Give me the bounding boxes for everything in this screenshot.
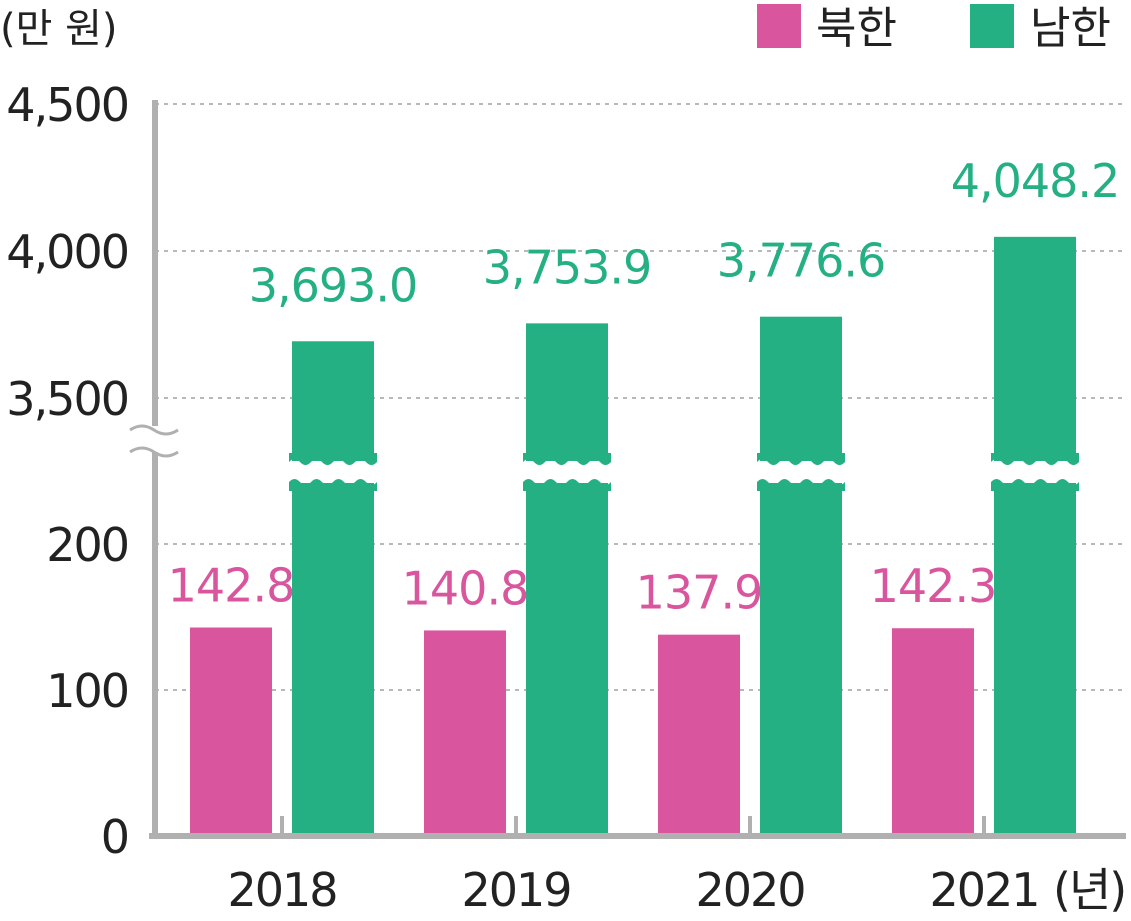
bar-south-upper-2018: [292, 341, 374, 461]
break-edge-top: [289, 453, 377, 465]
data-label-south-2021: 4,048.2: [951, 154, 1120, 208]
bar-south-lower-2018: [292, 483, 374, 836]
x-tick-label-2020: 2020: [695, 863, 804, 917]
legend: 북한 남한: [757, 3, 1111, 54]
bar-north-2019: [424, 630, 506, 836]
y-tick-label: 3,500: [6, 372, 128, 426]
data-label-south-2018: 3,693.0: [249, 258, 418, 312]
bar-south-upper-2020: [760, 316, 842, 461]
data-label-south-2019: 3,753.9: [483, 240, 652, 294]
data-label-south-2020: 3,776.6: [717, 234, 886, 288]
axes: [129, 100, 1126, 839]
data-label-north-2020: 137.9: [636, 566, 763, 620]
break-edge-bottom: [289, 479, 377, 491]
x-tick-label-2018: 2018: [227, 863, 336, 917]
bars: [190, 236, 1079, 836]
axis-break-top: [129, 424, 179, 436]
bar-north-2021: [892, 628, 974, 836]
labels: 3,500 4,000 4,500 0 100 200 142.8 3,693.0 2018 14…: [6, 78, 1120, 917]
break-edge-top: [523, 453, 611, 465]
legend-swatch-south: [970, 4, 1014, 48]
x-tick-label-2019: 2019: [461, 863, 570, 917]
x-unit-label: (년): [1053, 863, 1125, 917]
break-edge-top: [757, 453, 845, 465]
legend-label-south: 남한: [1030, 3, 1111, 54]
break-edge-bottom: [523, 479, 611, 491]
y-unit-label: (만 원): [0, 6, 118, 52]
bar-south-lower-2019: [526, 483, 608, 836]
bar-south-upper-2019: [526, 323, 608, 461]
break-edge-bottom: [757, 479, 845, 491]
y-tick-label: 4,500: [6, 78, 128, 132]
legend-label-north: 북한: [816, 3, 897, 54]
legend-swatch-north: [757, 4, 801, 48]
break-edge-bottom: [991, 479, 1079, 491]
bar-south-lower-2020: [760, 483, 842, 836]
y-tick-label: 100: [46, 664, 128, 718]
bar-north-2018: [190, 627, 272, 836]
bar-north-2020: [658, 634, 740, 836]
data-label-north-2021: 142.3: [870, 559, 997, 613]
break-edge-top: [991, 453, 1079, 465]
y-tick-label: 4,000: [6, 225, 128, 279]
bar-south-lower-2021: [994, 483, 1076, 836]
axis-break-bottom: [129, 446, 179, 458]
y-tick-label: 200: [46, 518, 128, 572]
bar-south-upper-2021: [994, 236, 1076, 461]
data-label-north-2018: 142.8: [168, 559, 295, 613]
x-tick-label-2021: 2021: [929, 863, 1038, 917]
data-label-north-2019: 140.8: [402, 561, 529, 615]
y-tick-label: 0: [101, 810, 128, 864]
